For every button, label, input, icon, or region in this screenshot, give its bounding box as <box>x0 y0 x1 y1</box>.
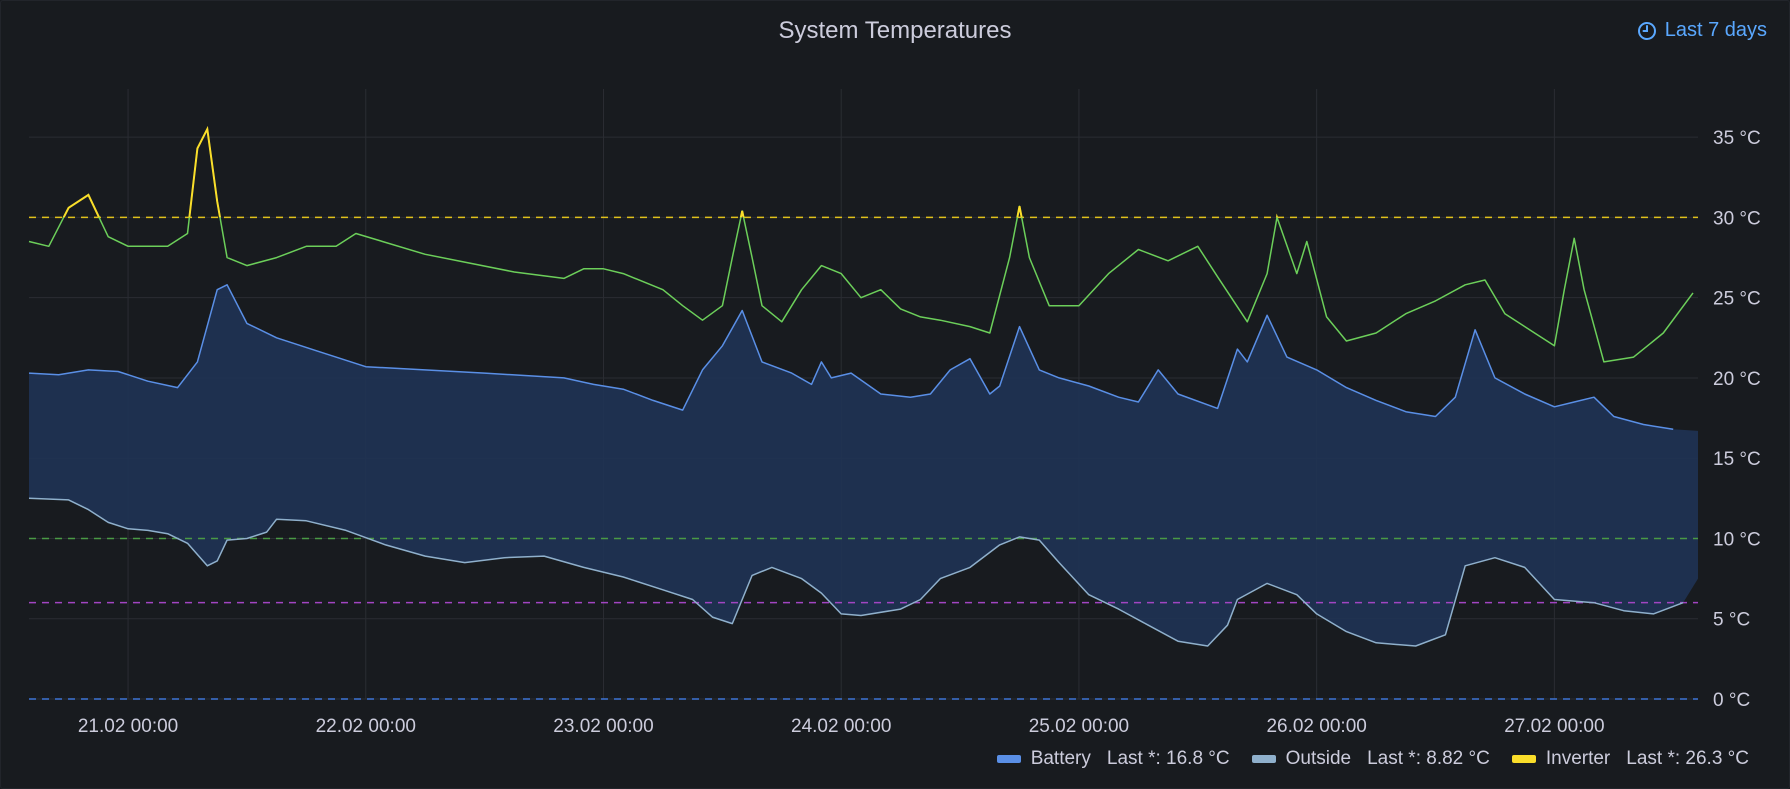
y-tick-label: 30 °C <box>1713 208 1761 229</box>
y-tick-label: 25 °C <box>1713 289 1761 310</box>
legend-swatch <box>996 755 1021 763</box>
panel-title: System Temperatures <box>778 17 1012 44</box>
legend-swatch <box>1251 755 1276 763</box>
battery-outside-fill <box>29 284 1698 646</box>
x-tick-label: 26.02 00:00 <box>1266 716 1366 737</box>
legend-item-outside[interactable]: Outside Last *: 8.82 °C <box>1251 748 1490 770</box>
legend-item-battery[interactable]: Battery Last *: 16.8 °C <box>996 748 1230 770</box>
y-tick-label: 10 °C <box>1713 529 1761 550</box>
x-tick-label: 22.02 00:00 <box>316 716 416 737</box>
y-tick-label: 35 °C <box>1713 128 1761 149</box>
legend-item-inverter[interactable]: Inverter Last *: 26.3 °C <box>1511 748 1749 770</box>
y-tick-label: 5 °C <box>1713 610 1750 631</box>
timeseries-chart[interactable]: 0 °C 5 °C 10 °C 15 °C 20 °C 25 °C 30 °C 35 °C 21… <box>1 1 1790 741</box>
legend-series-name: Inverter <box>1545 748 1611 769</box>
series-line-inverter-above-threshold <box>62 125 1279 218</box>
time-range-picker[interactable]: Last 7 days <box>1637 19 1767 42</box>
x-tick-label: 25.02 00:00 <box>1029 716 1129 737</box>
legend-series-name: Battery <box>1030 748 1091 769</box>
series-line-battery <box>28 284 1674 431</box>
legend-series-value: Last *: 26.3 °C <box>1626 748 1749 769</box>
time-range-label: Last 7 days <box>1664 19 1767 41</box>
x-tick-label: 24.02 00:00 <box>791 716 891 737</box>
x-tick-label: 23.02 00:00 <box>553 716 653 737</box>
legend-series-name: Outside <box>1285 748 1352 769</box>
chart-legend: Battery Last *: 16.8 °C Outside Last *: 8.8… <box>996 748 1749 770</box>
legend-series-value: Last *: 16.8 °C <box>1106 748 1230 769</box>
legend-series-value: Last *: 8.82 °C <box>1367 748 1490 769</box>
y-tick-label: 15 °C <box>1713 449 1761 470</box>
series-line-outside <box>28 497 1684 647</box>
clock-icon <box>1637 21 1656 40</box>
y-tick-label: 20 °C <box>1713 369 1761 390</box>
y-tick-label: 0 °C <box>1713 690 1750 711</box>
x-tick-label: 27.02 00:00 <box>1504 716 1604 737</box>
legend-swatch <box>1511 755 1536 763</box>
x-tick-label: 21.02 00:00 <box>78 716 178 737</box>
series-line-inverter <box>28 128 1694 363</box>
